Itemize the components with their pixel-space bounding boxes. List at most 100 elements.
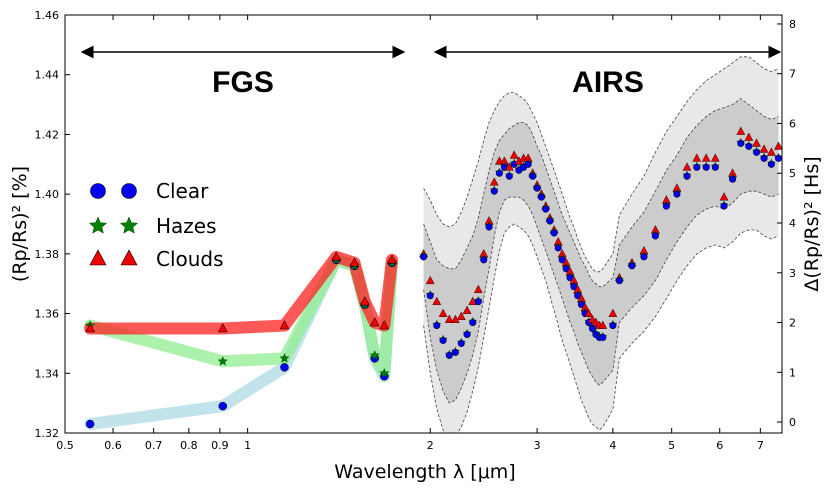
y2-tick-label: 4 (789, 217, 796, 230)
airs-clouds-point (710, 153, 720, 162)
airs-clear-point (550, 229, 558, 237)
x-tick-label: 1 (244, 439, 251, 452)
airs-clouds-point (425, 275, 435, 285)
airs-inner-lower-line (423, 190, 779, 404)
y2-tick-label: 6 (789, 117, 796, 130)
airs-clear-point (615, 277, 623, 285)
point-clouds (217, 322, 228, 333)
plot-frame (64, 14, 783, 434)
y2-tick-label: 1 (789, 366, 796, 379)
airs-clear-point (490, 187, 498, 195)
band-hazes (84, 253, 398, 380)
airs-clear-point (651, 232, 659, 240)
airs-clear-point (495, 169, 503, 177)
point-hazes (217, 355, 228, 366)
x-axis-label: Wavelength λ [μm] (334, 461, 515, 483)
axis-ticks-layer: 0.5 0.6 0.7 0.8 0.9 1 2 3 4 5 6 7 1.32 1.34 1.36 1.38 1.… (35, 9, 797, 452)
airs-clouds-point (456, 311, 466, 320)
airs-clouds-point (692, 153, 702, 162)
airs-clear-point (469, 318, 477, 327)
point-clear (85, 419, 95, 429)
airs-clouds-point (504, 162, 514, 171)
point-clouds (359, 296, 370, 306)
x-tick-label: 0.5 (56, 439, 74, 452)
y2-tick-label: 3 (789, 267, 796, 280)
legend-hazes-marker-2 (119, 216, 139, 234)
airs-clouds-point (584, 308, 594, 317)
airs-clear-point (599, 333, 607, 342)
x-tick-label: 7 (757, 439, 764, 452)
airs-clouds-point (719, 192, 729, 201)
airs-clear-point (628, 262, 636, 270)
airs-clear-point (693, 163, 701, 171)
airs-clear-point (588, 324, 596, 333)
airs-outer-lower-line (423, 223, 779, 433)
x-tick-label: 5 (668, 439, 675, 452)
airs-clear-point (752, 148, 761, 156)
airs-clear-point (537, 193, 545, 201)
x-tick-label: 4 (609, 439, 616, 452)
airs-clouds-point (752, 138, 761, 147)
legend-clear-marker-1 (90, 183, 106, 199)
point-hazes (369, 350, 380, 360)
point-clouds (349, 257, 360, 267)
legend: Clear Hazes Clouds (88, 179, 224, 271)
airs-clear-point (702, 163, 710, 171)
airs-clear-point (505, 172, 513, 180)
airs-clear-point (463, 330, 471, 339)
airs-clear-point (485, 223, 493, 231)
airs-clouds-point (767, 147, 776, 156)
airs-clear-point (640, 253, 648, 261)
x-tick-label: 0.7 (145, 439, 163, 452)
point-clouds (379, 319, 390, 330)
point-clear (218, 401, 228, 411)
airs-clear-point (662, 202, 670, 210)
y2-tick-label: 0 (789, 416, 796, 429)
airs-clear-point (546, 217, 554, 225)
point-clouds (331, 251, 342, 261)
airs-clouds-point (468, 296, 478, 305)
airs-clouds-point (744, 132, 754, 141)
x-tick-label: 0.6 (104, 439, 122, 452)
y2-axis-label: Δ(Rp/Rs)² [Hs] (801, 156, 823, 291)
airs-clouds-point (444, 314, 454, 323)
y2-tick-label: 7 (789, 68, 796, 81)
point-clouds (369, 316, 380, 327)
x-tick-label: 6 (716, 439, 723, 452)
fgs-annotation: FGS (212, 66, 274, 99)
y-tick-label: 1.34 (35, 367, 60, 380)
point-hazes (379, 367, 390, 378)
airs-clouds-point (509, 150, 519, 159)
airs-clouds-point (462, 305, 472, 314)
airs-clear-point (729, 175, 737, 183)
airs-clear-point (760, 154, 768, 162)
airs-outer-upper-line (423, 56, 779, 273)
y-tick-label: 1.40 (35, 188, 60, 201)
airs-clear-point (767, 160, 775, 168)
airs-clouds-point (774, 141, 782, 150)
airs-clouds-point (682, 162, 692, 171)
data-points-layer (84, 126, 782, 429)
y-tick-label: 1.44 (35, 69, 60, 82)
airs-clouds-point (759, 144, 769, 153)
airs-clouds-point (438, 308, 448, 317)
airs-clouds-point (608, 308, 618, 317)
airs-clear-point (683, 172, 691, 180)
airs-clear-point (745, 142, 753, 150)
y2-tick-label: 5 (789, 167, 796, 180)
airs-clear-point (529, 172, 537, 180)
airs-clouds-point (736, 126, 746, 135)
x-tick-label: 0.8 (180, 439, 198, 452)
airs-clouds-point (450, 314, 460, 323)
legend-clouds-label: Clouds (156, 247, 224, 271)
point-clouds (279, 319, 290, 330)
y-tick-label: 1.32 (35, 427, 60, 440)
airs-clouds-point (701, 153, 711, 162)
y2-tick-label: 8 (789, 18, 796, 31)
airs-clouds-point (432, 296, 442, 305)
airs-clear-point (451, 348, 459, 356)
x-tick-label: 2 (427, 439, 434, 452)
airs-clear-point (420, 253, 428, 261)
point-hazes (279, 353, 290, 363)
airs-clear-point (533, 184, 541, 192)
